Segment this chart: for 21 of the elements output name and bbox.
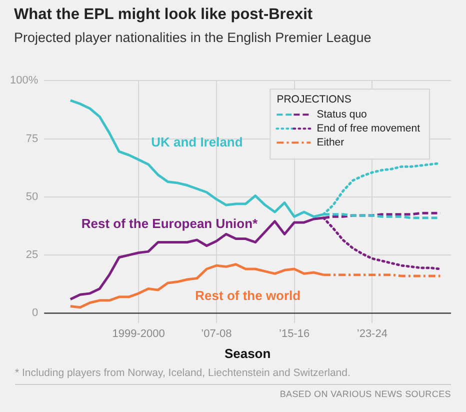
x-tick-label: 1999-2000 xyxy=(112,328,165,340)
y-tick-label: 50 xyxy=(26,190,38,203)
legend-label: Either xyxy=(316,136,345,148)
series-label: Rest of the world xyxy=(195,288,301,303)
y-tick-label: 25 xyxy=(26,249,38,262)
legend-label: End of free movement xyxy=(316,122,420,134)
legend-label: Status quo xyxy=(316,108,368,120)
text: BASED ON VARIOUS NEWS SOURCES xyxy=(280,389,451,399)
y-tick-label: 0 xyxy=(32,307,38,320)
y-tick-label: 75 xyxy=(26,132,38,145)
series-label: Rest of the European Union* xyxy=(81,216,259,231)
x-axis-title: Season xyxy=(224,346,271,361)
x-tick-label: ’23-24 xyxy=(356,328,388,340)
chart-subtitle: Projected player nationalities in the English Premier League xyxy=(14,30,372,45)
chart-title: What the EPL might look like post-Brexit xyxy=(14,6,313,24)
legend-title: PROJECTIONS xyxy=(276,93,352,106)
x-tick-label: ’07-08 xyxy=(201,328,232,340)
y-tick-label: 100% xyxy=(10,74,38,87)
x-tick-label: ’15-16 xyxy=(279,328,310,340)
series-label: UK and Ireland xyxy=(151,134,243,150)
text: * Including players from Norway, Iceland, Liechtenstein and Switzerland. xyxy=(15,367,350,379)
